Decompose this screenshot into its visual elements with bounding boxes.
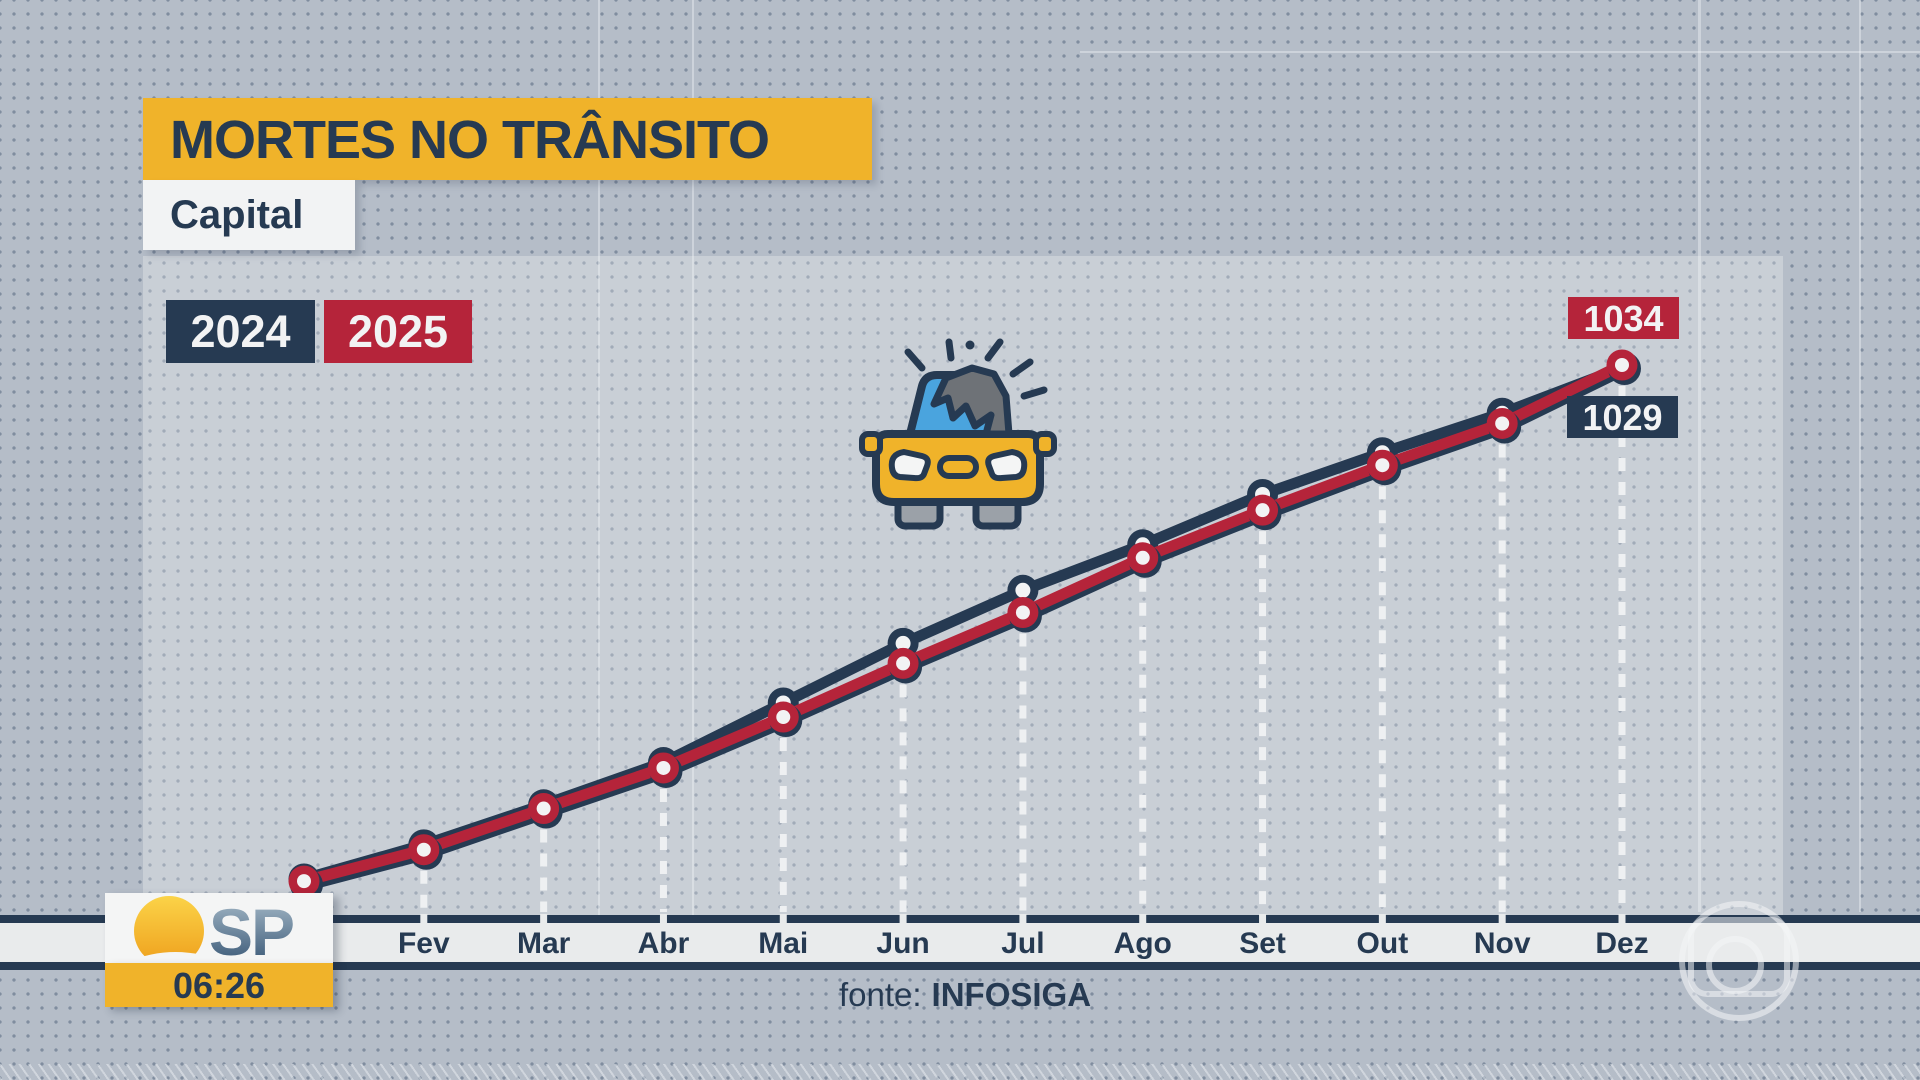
data-point-2025-core bbox=[896, 656, 911, 671]
axis-tick bbox=[1019, 914, 1027, 924]
background-gridline bbox=[692, 0, 694, 915]
background-gridline bbox=[598, 0, 600, 915]
axis-tick bbox=[1378, 914, 1386, 924]
car-crash-icon bbox=[859, 338, 1057, 530]
car-mirror-left bbox=[859, 431, 883, 457]
axis-tick bbox=[659, 914, 667, 924]
x-axis-label-jun: Jun bbox=[876, 927, 929, 960]
x-axis-label-nov: Nov bbox=[1474, 927, 1531, 960]
legend-item-2025: 2025 bbox=[324, 300, 472, 363]
page-title: MORTES NO TRÂNSITO bbox=[143, 98, 872, 180]
axis-tick bbox=[1139, 914, 1147, 924]
bottom-edge-texture bbox=[0, 1064, 1920, 1080]
x-axis-line-top bbox=[0, 915, 1920, 923]
value-label-2025: 1034 bbox=[1568, 297, 1679, 339]
x-axis-label-mai: Mai bbox=[758, 927, 808, 960]
car-headlight-right bbox=[985, 449, 1028, 482]
data-point-2025-core bbox=[1135, 550, 1150, 565]
x-axis-label-jul: Jul bbox=[1001, 927, 1044, 960]
sun-horizon bbox=[125, 952, 227, 963]
series-line-2025 bbox=[298, 359, 1628, 887]
source-prefix: fonte: bbox=[838, 976, 922, 1013]
background-gridline bbox=[1080, 51, 1920, 53]
subtitle-badge: Capital bbox=[143, 180, 355, 250]
axis-tick bbox=[899, 914, 907, 924]
sun-icon bbox=[134, 896, 204, 966]
data-point-2025-core bbox=[297, 874, 311, 889]
station-call-letters: SP bbox=[209, 895, 293, 963]
data-point-2024-core bbox=[895, 635, 911, 651]
axis-tick bbox=[1498, 914, 1506, 924]
chart-panel bbox=[143, 256, 1783, 915]
value-label-2024: 1029 bbox=[1567, 396, 1678, 438]
data-point-2025-core bbox=[1615, 358, 1629, 372]
axis-tick bbox=[1259, 914, 1267, 924]
globo-logo-outline-icon bbox=[1679, 901, 1799, 1021]
x-axis-label-fev: Fev bbox=[398, 927, 450, 960]
x-axis-label-set: Set bbox=[1239, 927, 1286, 960]
source-credit: fonte: INFOSIGA bbox=[740, 976, 1190, 1014]
data-point-2024-core bbox=[1015, 582, 1031, 598]
x-axis-label-dez: Dez bbox=[1595, 927, 1648, 960]
data-point-2025-core bbox=[1015, 605, 1030, 620]
x-axis-label-mar: Mar bbox=[517, 927, 571, 960]
source-name: INFOSIGA bbox=[931, 976, 1092, 1013]
legend-item-2024: 2024 bbox=[166, 300, 315, 363]
axis-tick bbox=[779, 914, 787, 924]
data-point-2025-core bbox=[656, 760, 671, 775]
time-display: 06:26 bbox=[105, 963, 333, 1007]
background-gridline bbox=[1698, 0, 1701, 912]
data-point-2025-core bbox=[1255, 503, 1270, 518]
data-point-2025-core bbox=[416, 842, 431, 857]
car-grille bbox=[937, 455, 979, 479]
data-point-2025-core bbox=[1495, 416, 1510, 431]
spark-dot bbox=[965, 340, 975, 350]
crash-sparks-icon bbox=[904, 338, 1048, 400]
data-point-2025-core bbox=[1375, 458, 1390, 473]
x-axis-line-bottom bbox=[0, 962, 1920, 970]
data-point-2025-core bbox=[536, 801, 551, 816]
car-mirror-right bbox=[1033, 431, 1057, 457]
windshield-smash bbox=[930, 364, 1013, 438]
axis-tick bbox=[540, 914, 548, 924]
axis-tick bbox=[420, 914, 428, 924]
background-gridline bbox=[1859, 0, 1861, 912]
axis-tick bbox=[1618, 914, 1626, 924]
x-axis-label-ago: Ago bbox=[1114, 927, 1172, 960]
x-axis-label-out: Out bbox=[1357, 927, 1409, 960]
data-point-2025-core bbox=[776, 710, 791, 725]
x-axis-label-abr: Abr bbox=[638, 927, 690, 960]
station-logo: SP bbox=[105, 893, 333, 969]
car-headlight-left bbox=[888, 449, 931, 482]
